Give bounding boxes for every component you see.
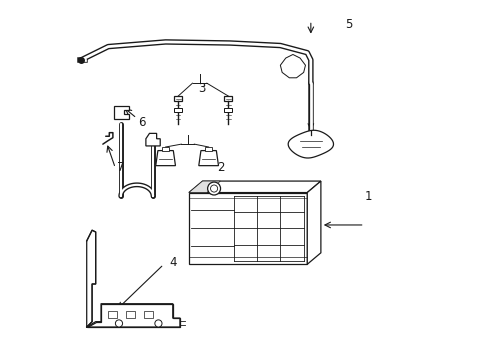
Text: 5: 5: [344, 18, 351, 31]
Text: 4: 4: [169, 256, 176, 269]
Circle shape: [115, 320, 122, 327]
Circle shape: [155, 320, 162, 327]
Text: 3: 3: [197, 82, 205, 95]
FancyBboxPatch shape: [144, 311, 153, 318]
Polygon shape: [145, 134, 160, 146]
FancyBboxPatch shape: [224, 96, 232, 101]
Text: 2: 2: [217, 161, 224, 174]
Polygon shape: [287, 130, 333, 158]
Polygon shape: [86, 230, 96, 327]
Polygon shape: [280, 54, 305, 78]
FancyBboxPatch shape: [162, 147, 169, 150]
FancyBboxPatch shape: [126, 311, 135, 318]
Polygon shape: [114, 107, 128, 119]
Text: 7: 7: [117, 161, 124, 174]
Polygon shape: [198, 150, 218, 166]
FancyBboxPatch shape: [174, 96, 182, 101]
Polygon shape: [155, 150, 175, 166]
Polygon shape: [188, 181, 320, 193]
FancyBboxPatch shape: [204, 147, 212, 150]
Polygon shape: [188, 181, 220, 193]
Polygon shape: [306, 181, 320, 264]
Text: 1: 1: [364, 190, 371, 203]
FancyBboxPatch shape: [188, 193, 306, 264]
Polygon shape: [86, 304, 180, 327]
Circle shape: [210, 185, 217, 192]
Text: 6: 6: [138, 116, 146, 129]
FancyBboxPatch shape: [108, 311, 117, 318]
FancyBboxPatch shape: [174, 108, 182, 112]
FancyBboxPatch shape: [224, 108, 232, 112]
Circle shape: [207, 182, 220, 195]
